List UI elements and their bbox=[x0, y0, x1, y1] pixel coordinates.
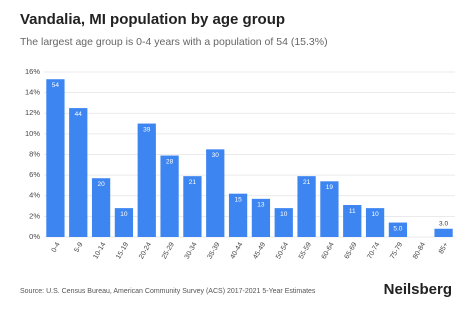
source: Source: U.S. Census Bureau, American Com… bbox=[20, 288, 316, 295]
bar bbox=[343, 205, 362, 237]
data-label: 30 bbox=[212, 152, 220, 159]
x-tick-label: 35-39 bbox=[207, 241, 222, 260]
x-tick-label: 20-24 bbox=[138, 241, 153, 260]
y-tick-label: 6% bbox=[29, 170, 40, 179]
x-tick-label: 40-44 bbox=[229, 241, 244, 260]
x-tick-label: 50-54 bbox=[275, 241, 290, 260]
bar bbox=[46, 79, 65, 237]
y-tick-label: 0% bbox=[29, 232, 40, 241]
data-label: 10 bbox=[280, 211, 288, 218]
bar bbox=[91, 178, 111, 237]
y-tick-label: 2% bbox=[29, 211, 40, 220]
y-tick-label: 16% bbox=[25, 67, 40, 76]
bar bbox=[434, 228, 453, 237]
data-label: 10 bbox=[371, 211, 379, 218]
y-tick-label: 12% bbox=[25, 108, 40, 117]
bar bbox=[206, 149, 225, 237]
y-tick-label: 4% bbox=[29, 191, 40, 200]
bar bbox=[160, 155, 179, 237]
data-label: 13 bbox=[257, 202, 265, 209]
data-label: 5.0 bbox=[393, 225, 402, 232]
x-tick-label: 75-79 bbox=[389, 241, 404, 260]
x-tick-label: 25-29 bbox=[161, 241, 176, 260]
brand: Neilsberg bbox=[384, 281, 452, 298]
y-tick-label: 8% bbox=[29, 149, 40, 158]
y-tick-label: 14% bbox=[25, 88, 40, 97]
x-tick-label: 45-49 bbox=[252, 241, 267, 260]
chart-subtitle: The largest age group is 0-4 years with … bbox=[20, 36, 328, 48]
x-tick-label: 5-9 bbox=[73, 241, 84, 253]
data-label: 15 bbox=[234, 196, 242, 203]
bar bbox=[69, 108, 88, 237]
bar bbox=[365, 208, 385, 237]
bar bbox=[228, 193, 248, 237]
data-label: 54 bbox=[52, 82, 60, 89]
data-label: 21 bbox=[189, 179, 197, 186]
data-label: 10 bbox=[120, 211, 128, 218]
bar bbox=[114, 208, 134, 237]
x-tick-label: 30-34 bbox=[184, 241, 199, 260]
x-tick-label: 60-64 bbox=[321, 241, 336, 260]
x-tick-label: 55-59 bbox=[298, 241, 313, 260]
bar bbox=[183, 176, 202, 237]
bar bbox=[137, 123, 156, 237]
data-label: 44 bbox=[75, 111, 83, 118]
bar bbox=[388, 222, 408, 237]
x-tick-label: 80-84 bbox=[412, 241, 427, 260]
chart-title: Vandalia, MI population by age group bbox=[20, 11, 285, 28]
data-label: 21 bbox=[303, 179, 311, 186]
x-tick-label: 85+ bbox=[438, 241, 450, 255]
bar bbox=[251, 198, 271, 237]
data-label: 20 bbox=[97, 181, 105, 188]
x-tick-label: 70-74 bbox=[366, 241, 381, 260]
x-tick-label: 15-19 bbox=[115, 241, 130, 260]
x-tick-label: 10-14 bbox=[92, 241, 107, 260]
bar bbox=[297, 176, 316, 237]
data-label: 11 bbox=[349, 208, 356, 215]
data-label: 19 bbox=[326, 184, 334, 191]
x-tick-label: 65-69 bbox=[344, 241, 359, 260]
bar bbox=[274, 208, 293, 237]
data-label: 28 bbox=[166, 158, 174, 165]
data-label: 39 bbox=[143, 126, 151, 133]
x-tick-label: 0-4 bbox=[51, 241, 62, 253]
data-label: 3.0 bbox=[439, 220, 448, 227]
bar bbox=[320, 181, 339, 237]
y-tick-label: 10% bbox=[25, 129, 40, 138]
